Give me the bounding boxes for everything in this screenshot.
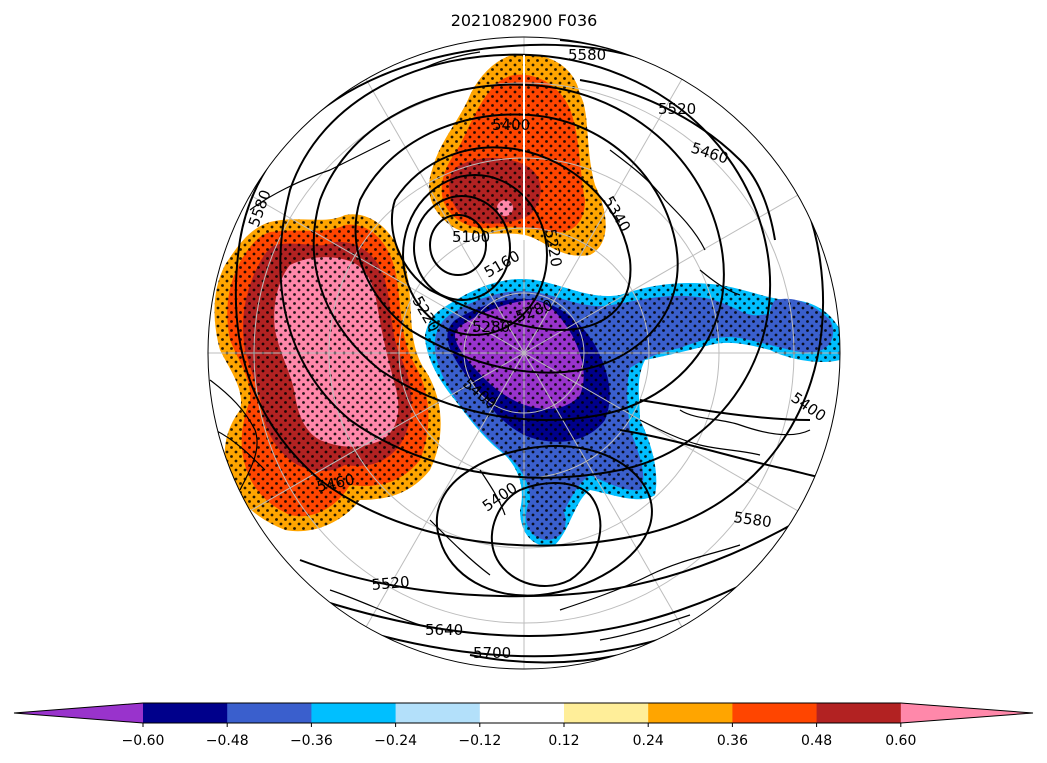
height-contours — [234, 39, 840, 664]
colorbar-segment — [311, 703, 397, 723]
colorbar-segment — [227, 703, 312, 723]
map-boundary — [207, 36, 841, 670]
polar-map: 5580 5520 5460 5400 5340 5220 5160 5100 … — [207, 36, 841, 670]
colorbar-segment — [816, 703, 902, 723]
colorbar: −0.60 −0.48 −0.36 −0.24 −0.12 0.12 0.24 0.36 0.4… — [13, 702, 1034, 749]
colorbar-extend-min — [14, 703, 143, 723]
colorbar-tick-label: 0.24 — [633, 733, 664, 749]
colorbar-segment — [648, 703, 733, 723]
contour-label: 5580 — [568, 46, 606, 64]
colorbar-segment — [732, 703, 818, 723]
contour-label: 5520 — [658, 100, 696, 118]
colorbar-tick-label: −0.60 — [122, 733, 165, 749]
contour-label: 5520 — [371, 573, 411, 594]
contour-label: 5280 — [472, 318, 510, 336]
contour-label: 5580 — [732, 508, 772, 531]
contour-label: 5400 — [492, 116, 530, 134]
colorbar-segment — [479, 703, 565, 723]
colorbar-segment — [564, 703, 649, 723]
colorbar-segment — [395, 703, 481, 723]
contour-label: 5700 — [473, 644, 511, 662]
colorbar-segment — [143, 703, 228, 723]
colorbar-tick-label: 0.12 — [548, 733, 579, 749]
colorbar-tick-label: 0.36 — [717, 733, 748, 749]
colorbar-tick-label: 0.48 — [801, 733, 832, 749]
map-title: 2021082900 F036 — [451, 11, 598, 30]
coastlines — [209, 51, 811, 641]
contour-label: 5640 — [425, 621, 463, 639]
colorbar-tick-label: −0.48 — [206, 733, 249, 749]
contour-label: 5100 — [452, 228, 490, 246]
colorbar-tick-label: −0.24 — [374, 733, 417, 749]
colorbar-extend-max — [900, 703, 1033, 723]
colorbar-tick-label: −0.36 — [290, 733, 333, 749]
colorbar-tick-label: 0.60 — [885, 733, 916, 749]
colorbar-tick-label: −0.12 — [458, 733, 501, 749]
